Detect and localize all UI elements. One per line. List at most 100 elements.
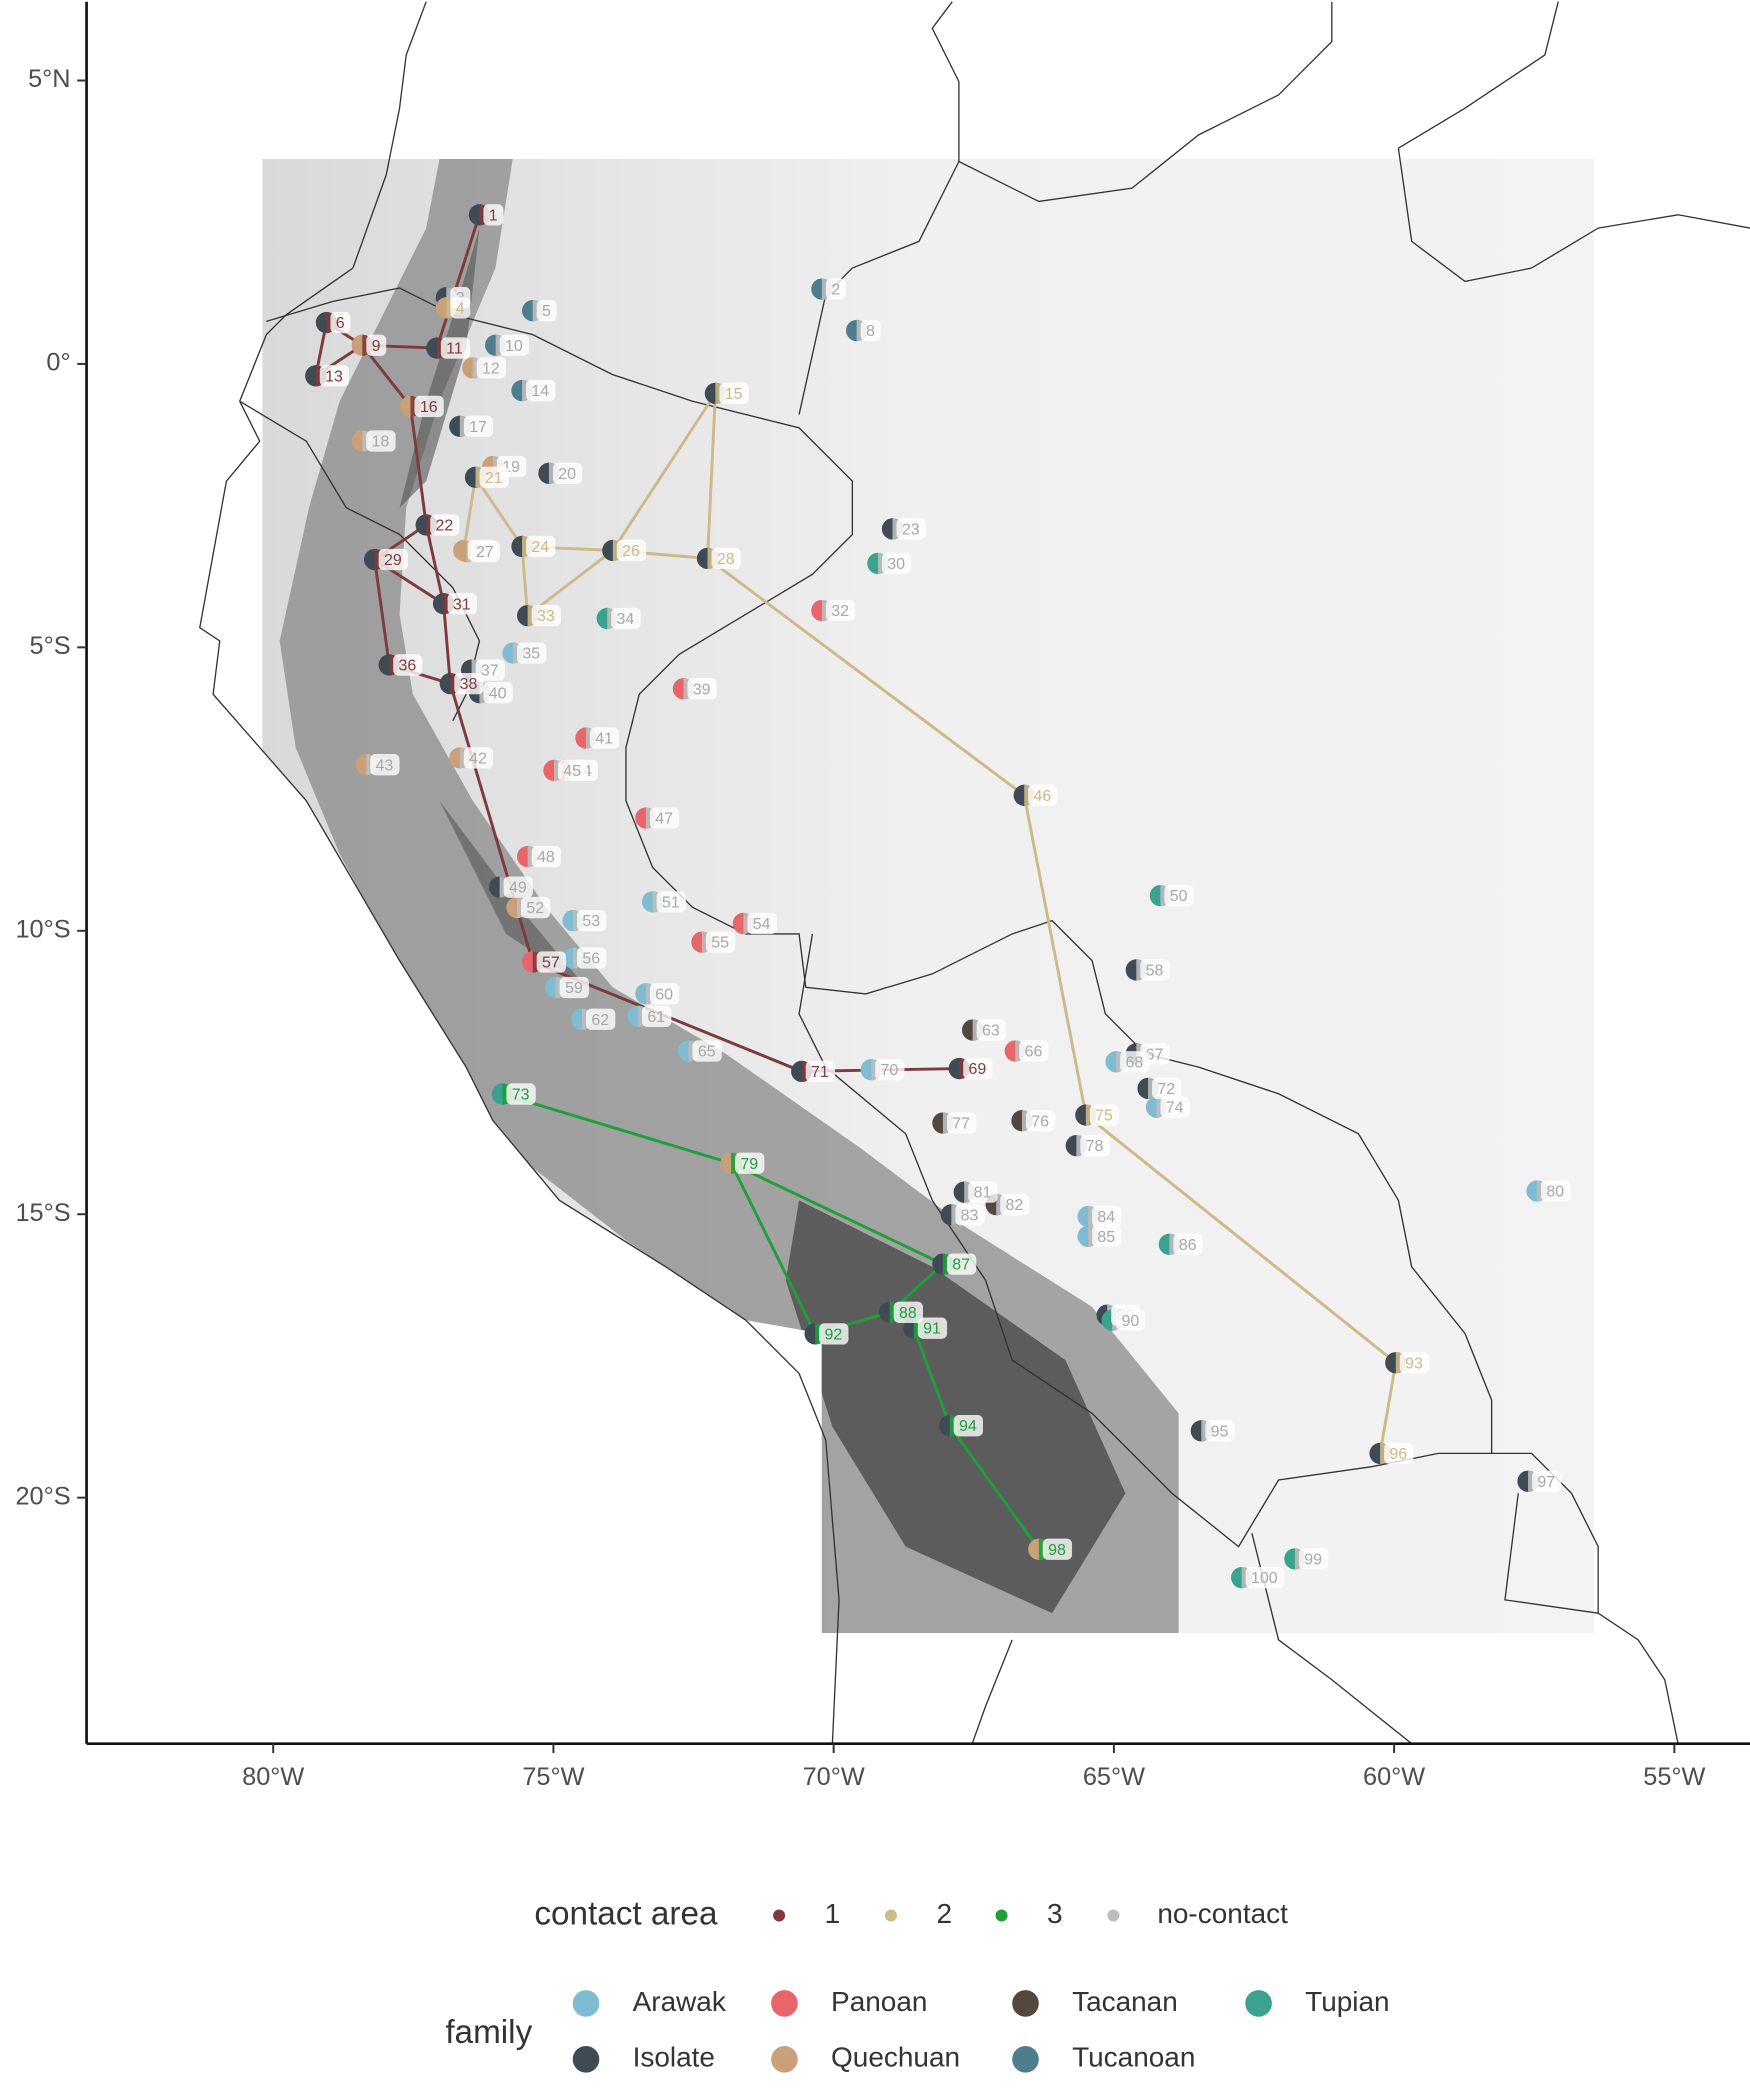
point-label: 32 — [831, 603, 849, 620]
contact-link — [611, 392, 717, 552]
point-label-bg — [1080, 1134, 1110, 1157]
point-label: 10 — [505, 338, 523, 355]
point-label: 40 — [489, 685, 507, 702]
point-label-bg — [589, 727, 620, 749]
point-label-bg — [1025, 1110, 1056, 1132]
point-label-bg — [1541, 1180, 1571, 1202]
y-tick-label: 5°N — [28, 65, 70, 93]
point-label-bg — [1116, 1309, 1146, 1331]
contact-link — [435, 214, 481, 349]
point-label-bg — [450, 297, 471, 319]
point-label-bg — [860, 319, 881, 342]
legend-dot — [1107, 1909, 1120, 1922]
point-label-bg — [719, 382, 749, 405]
point-label: 52 — [526, 900, 544, 917]
point-label: 27 — [476, 544, 494, 561]
point-label: 51 — [662, 894, 680, 911]
contact-link — [474, 476, 524, 548]
x-tick-label: 70°W — [803, 1763, 865, 1791]
point-label-bg — [586, 1008, 616, 1030]
point-label: 96 — [1389, 1446, 1407, 1463]
point-label: 70 — [881, 1062, 899, 1079]
point-label: 77 — [952, 1116, 970, 1133]
y-tick-label: 5°S — [30, 632, 71, 660]
point-label-bg — [463, 415, 494, 437]
point-label: 72 — [1157, 1081, 1175, 1098]
contact-link — [502, 1092, 732, 1165]
point-label: 85 — [1097, 1229, 1115, 1246]
point-label-bg — [819, 1323, 849, 1345]
point-label: 29 — [384, 552, 402, 569]
point-label-bg — [805, 1060, 836, 1083]
point-label-bg — [557, 759, 588, 782]
legend-dot — [1245, 1990, 1272, 2017]
point-label-bg — [616, 539, 647, 562]
point-label: 48 — [537, 849, 555, 866]
legend-dot — [884, 1909, 897, 1922]
point-label: 31 — [453, 596, 471, 613]
point-label-bg — [330, 311, 351, 334]
point-label-bg — [1173, 1233, 1203, 1255]
point-label-bg — [483, 204, 504, 226]
legend-label: 3 — [1047, 1898, 1063, 1929]
point-label: 49 — [509, 880, 527, 897]
point-label: 69 — [969, 1061, 987, 1078]
point-label: 14 — [531, 383, 549, 400]
legend-dot — [1012, 2046, 1039, 2073]
point-label-bg — [454, 672, 484, 695]
point-label: 38 — [460, 676, 478, 693]
contact-link — [520, 546, 530, 616]
point-label: 65 — [698, 1044, 716, 1061]
point-label: 93 — [1405, 1355, 1423, 1372]
legend-dot — [771, 2046, 798, 2073]
point-label: 99 — [1304, 1551, 1322, 1568]
point-label-bg — [531, 604, 561, 627]
point-label-bg — [414, 395, 444, 418]
point-label-bg — [1298, 1548, 1329, 1570]
point-label-bg — [440, 337, 471, 359]
point-label: 12 — [482, 360, 500, 377]
relief — [262, 158, 1595, 1634]
point-label-bg — [687, 678, 717, 700]
point-label-bg — [1160, 1096, 1190, 1118]
point-label-bg — [1245, 1566, 1285, 1589]
point-label-bg — [1000, 1193, 1030, 1216]
point-label: 24 — [531, 539, 549, 556]
point-label: 54 — [753, 916, 771, 933]
point-label: 45 — [563, 763, 581, 780]
contact-link — [442, 603, 452, 684]
legend-label: Isolate — [633, 2042, 715, 2073]
point-label: 74 — [1166, 1100, 1184, 1117]
point-label-bg — [881, 552, 912, 575]
x-tick-label: 55°W — [1643, 1763, 1705, 1791]
point-label: 68 — [1125, 1054, 1143, 1071]
point-label-bg — [1152, 1077, 1182, 1100]
legend-dot — [572, 2046, 600, 2073]
contact-link — [1378, 1362, 1398, 1454]
x-tick-label: 75°W — [522, 1763, 584, 1791]
point-label: 4 — [456, 300, 465, 317]
point-label-bg — [499, 334, 529, 356]
point-label: 95 — [1211, 1423, 1229, 1440]
point-label: 75 — [1095, 1108, 1113, 1125]
point-label-bg — [649, 983, 680, 1005]
point-label: 86 — [1179, 1237, 1197, 1254]
point-label: 60 — [655, 986, 673, 1003]
point-label: 17 — [469, 419, 487, 436]
point-label-bg — [526, 535, 556, 558]
point-label-bg — [963, 1057, 993, 1080]
point-label: 90 — [1122, 1313, 1140, 1330]
point-label: 59 — [565, 980, 583, 997]
point-label-bg — [559, 976, 589, 999]
point-label-bg — [536, 299, 557, 322]
point-label: 71 — [811, 1064, 829, 1081]
legend: contact area family 1 2 3 no-contact Arawak I… — [445, 1895, 1389, 2072]
points: 1234568910111213141516171819202122232425… — [305, 204, 1571, 1589]
point-label-bg — [1089, 1104, 1120, 1126]
point-label-bg — [946, 1253, 977, 1275]
point-label-bg — [1532, 1470, 1562, 1492]
point-label: 5 — [542, 303, 551, 320]
point-label-bg — [1042, 1538, 1073, 1560]
point-label-bg — [475, 659, 505, 681]
point-label: 23 — [902, 521, 920, 538]
